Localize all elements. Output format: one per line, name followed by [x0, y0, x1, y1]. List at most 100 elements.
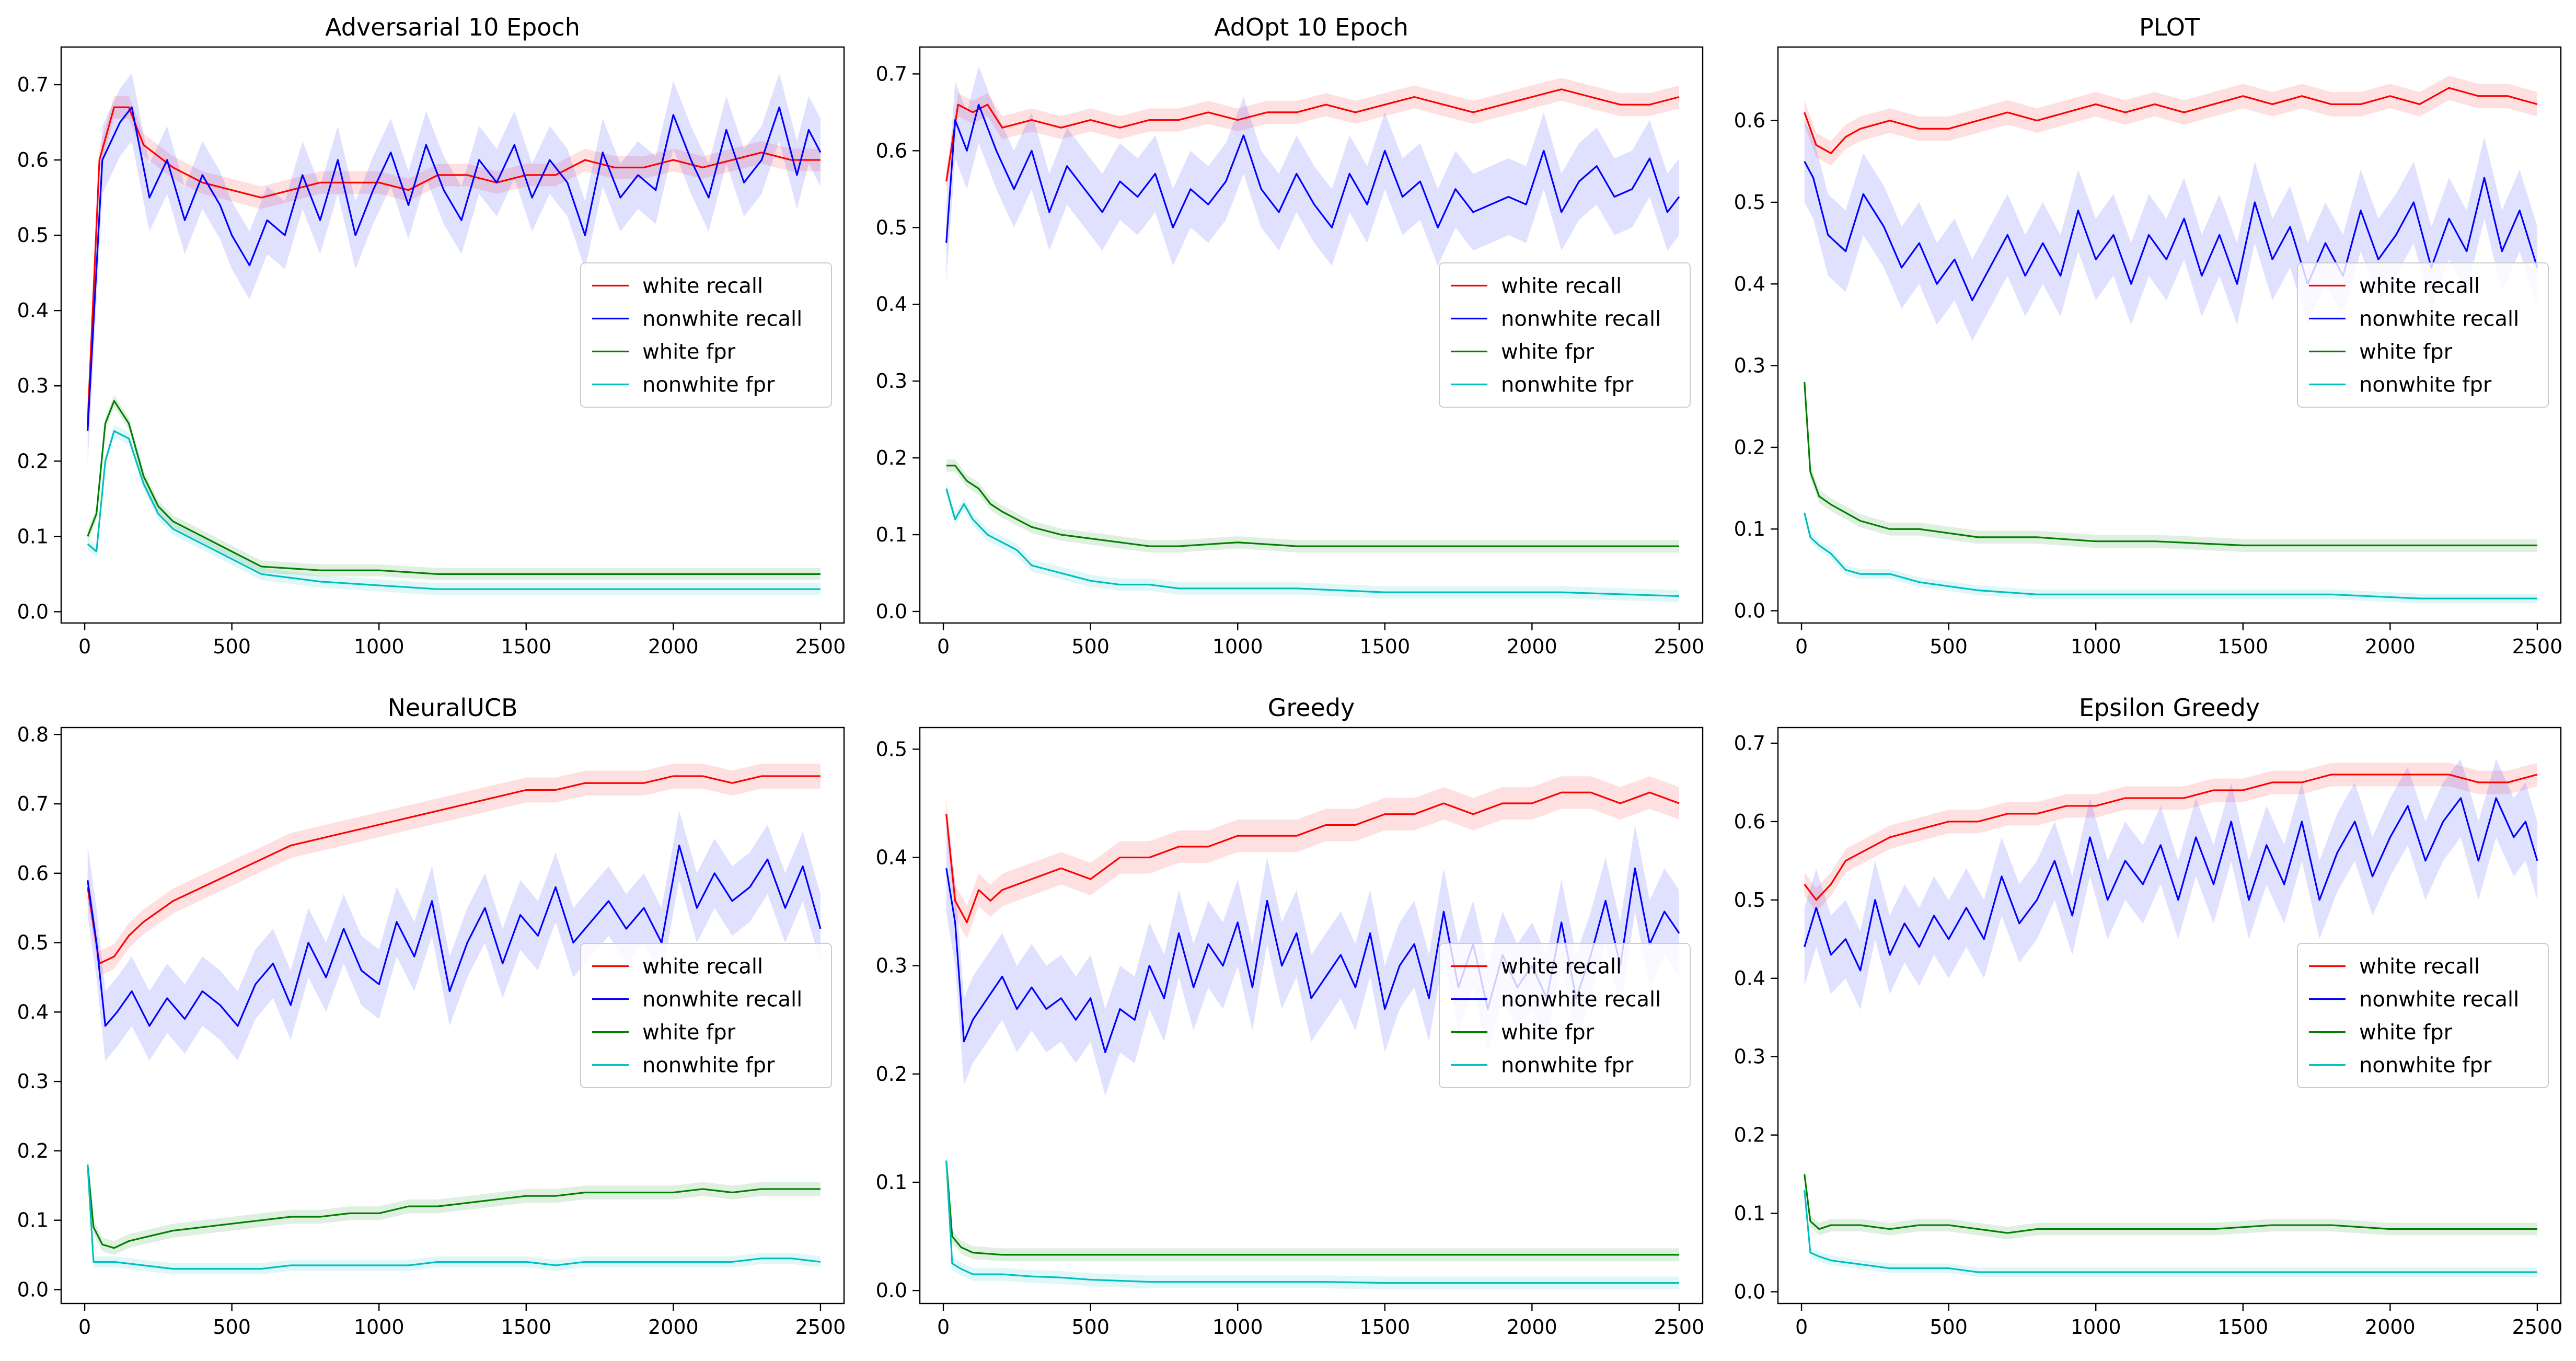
x-tick-label: 500	[213, 1316, 251, 1339]
y-tick-label: 0.7	[17, 73, 49, 96]
y-tick-label: 0.6	[17, 148, 49, 171]
y-tick-label: 0.7	[1734, 732, 1765, 755]
y-tick-label: 0.2	[876, 1063, 907, 1086]
axes-frame	[60, 726, 845, 1305]
legend-label-white-fpr: white fpr	[1501, 1021, 1595, 1045]
subplot-title: AdOpt 10 Epoch	[1214, 13, 1408, 41]
legend-label-white-fpr: white fpr	[642, 340, 736, 364]
x-tick-label: 1000	[2071, 1316, 2121, 1339]
x-tick-label: 1000	[354, 635, 405, 658]
x-tick-label: 2500	[795, 1316, 846, 1339]
x-tick-label: 2000	[2365, 635, 2416, 658]
legend-label-nonwhite-fpr: nonwhite fpr	[2359, 1054, 2492, 1078]
legend-label-nonwhite-fpr: nonwhite fpr	[1501, 1054, 1634, 1078]
y-tick-label: 0.2	[17, 1139, 49, 1162]
series-line-nonwhite-fpr	[87, 430, 821, 590]
legend-label-white-recall: white recall	[642, 955, 763, 979]
y-tick-label: 0.4	[1734, 967, 1765, 990]
series-line-nonwhite-fpr	[945, 488, 1679, 597]
y-tick-label: 0.4	[17, 299, 49, 322]
x-tick-label: 2500	[1654, 635, 1705, 658]
x-tick-label: 1500	[1359, 635, 1410, 658]
x-tick-label: 1000	[1212, 635, 1263, 658]
series-line-white-fpr	[946, 465, 1679, 547]
band-white-fpr	[1804, 1168, 2537, 1240]
x-tick-label: 1500	[501, 1316, 551, 1339]
band-nonwhite-recall	[1804, 120, 2537, 341]
series-line-white-recall	[945, 791, 1680, 924]
band-nonwhite-fpr	[1804, 1185, 2537, 1277]
x-tick-label: 2000	[1507, 1316, 1557, 1339]
legend-label-nonwhite-recall: nonwhite recall	[2359, 307, 2519, 331]
series-line-white-fpr	[945, 1160, 1679, 1256]
band-white-recall	[1804, 75, 2537, 166]
legend-box	[2297, 943, 2549, 1088]
plot-area	[87, 73, 822, 595]
x-tick-label: 1500	[2217, 635, 2268, 658]
x-tick-label: 1000	[1212, 1316, 1263, 1339]
subplot-plot: PLOT 0 500 1000 1500 2000 2500 0.0 0.1 0.2 0.3 0.4 0…	[1734, 13, 2563, 658]
y-tick-label: 0.3	[876, 370, 907, 393]
series-line-nonwhite-fpr	[1804, 512, 2537, 599]
legend-box	[2297, 262, 2549, 408]
y-tick-label: 0.4	[17, 1000, 49, 1023]
x-tick-label: 1500	[2217, 1316, 2268, 1339]
y-tick-label: 0.0	[876, 1279, 907, 1302]
y-tick-label: 0.6	[17, 862, 49, 885]
band-white-fpr	[946, 1154, 1679, 1262]
legend: white recall nonwhite recall white fpr nonw…	[580, 943, 832, 1088]
y-tick-label: 0.0	[1734, 1281, 1765, 1304]
x-tick-label: 1000	[354, 1316, 405, 1339]
subplot-greedy: Greedy 0 500 1000 1500 2000 2500 0.0 0.1 0.2 0.3 0.…	[876, 694, 1705, 1339]
x-tick-label: 2000	[1507, 635, 1557, 658]
band-white-recall	[87, 96, 821, 435]
y-tick-label: 0.5	[1734, 191, 1765, 214]
y-tick-label: 0.1	[876, 1171, 907, 1194]
legend-label-white-recall: white recall	[2359, 274, 2480, 298]
band-white-fpr	[87, 1158, 821, 1255]
legend-label-white-recall: white recall	[2359, 955, 2480, 979]
subplot-title: Epsilon Greedy	[2079, 694, 2260, 722]
y-tick-label: 0.0	[17, 1278, 49, 1301]
series-line-white-recall	[945, 88, 1680, 182]
legend-label-white-fpr: white fpr	[2359, 340, 2453, 364]
series-line-white-fpr	[87, 400, 821, 575]
y-tick-label: 0.6	[876, 139, 907, 162]
band-white-fpr	[946, 459, 1679, 552]
series-line-white-fpr	[1804, 382, 2537, 547]
plot-area	[945, 66, 1680, 603]
series-line-white-fpr	[1804, 1174, 2537, 1234]
y-tick-label: 0.0	[876, 600, 907, 623]
series-line-nonwhite-recall	[87, 106, 822, 431]
y-tick-label: 0.3	[17, 374, 49, 397]
legend-label-white-fpr: white fpr	[642, 1021, 736, 1045]
axes-frame	[919, 46, 1704, 624]
legend-label-white-recall: white recall	[1501, 274, 1622, 298]
legend-label-white-recall: white recall	[642, 274, 763, 298]
legend-box	[580, 943, 832, 1088]
series-line-white-fpr	[87, 1164, 821, 1249]
legend-box	[580, 262, 832, 408]
y-tick-label: 0.7	[876, 62, 907, 85]
legend: white recall nonwhite recall white fpr nonw…	[1439, 943, 1691, 1088]
y-tick-label: 0.0	[1734, 599, 1765, 622]
y-tick-label: 0.5	[876, 216, 907, 239]
y-tick-label: 0.6	[1734, 810, 1765, 833]
subplot-title: NeuralUCB	[387, 694, 517, 722]
series-line-white-recall	[1804, 87, 2538, 154]
band-white-recall	[87, 764, 821, 976]
x-tick-label: 0	[1795, 635, 1808, 658]
x-tick-label: 2000	[648, 1316, 699, 1339]
series-line-white-recall	[1804, 774, 2538, 901]
y-tick-label: 0.1	[17, 1209, 49, 1232]
legend-label-nonwhite-fpr: nonwhite fpr	[642, 1054, 775, 1078]
x-tick-label: 500	[1071, 1316, 1110, 1339]
band-nonwhite-fpr	[87, 1159, 821, 1275]
axes-frame	[919, 726, 1704, 1305]
y-tick-label: 0.5	[876, 737, 907, 760]
legend-label-nonwhite-recall: nonwhite recall	[1501, 307, 1661, 331]
legend: white recall nonwhite recall white fpr nonw…	[2297, 262, 2549, 408]
y-tick-label: 0.5	[17, 931, 49, 954]
y-tick-label: 0.3	[17, 1070, 49, 1093]
